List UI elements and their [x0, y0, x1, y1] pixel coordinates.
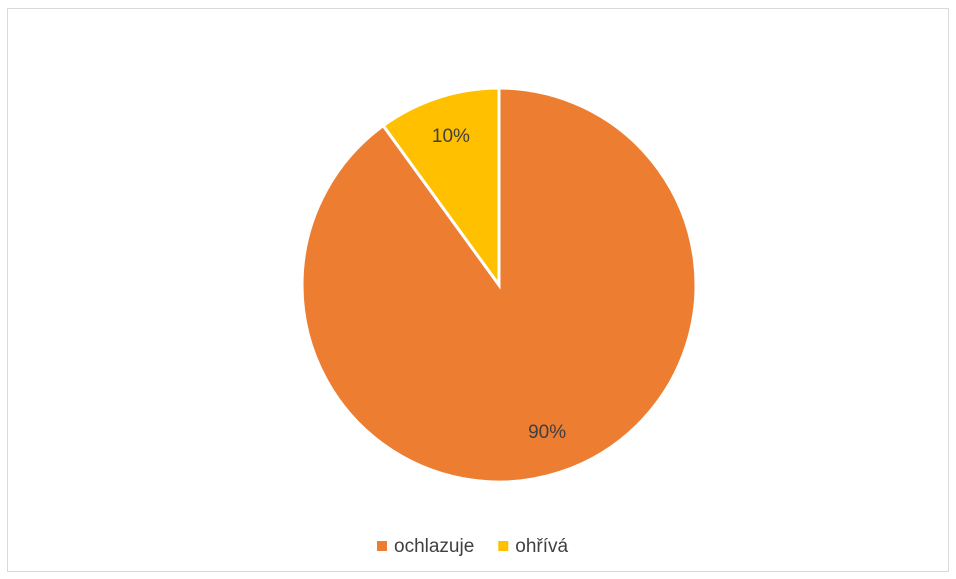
data-label: 10%	[432, 126, 470, 147]
legend-swatch	[498, 541, 509, 551]
legend-label: ochlazuje	[394, 536, 474, 557]
pie-slice	[381, 86, 501, 290]
data-label: 90%	[528, 422, 566, 443]
legend-label: ohřívá	[515, 536, 568, 557]
legend-swatch	[377, 541, 387, 551]
